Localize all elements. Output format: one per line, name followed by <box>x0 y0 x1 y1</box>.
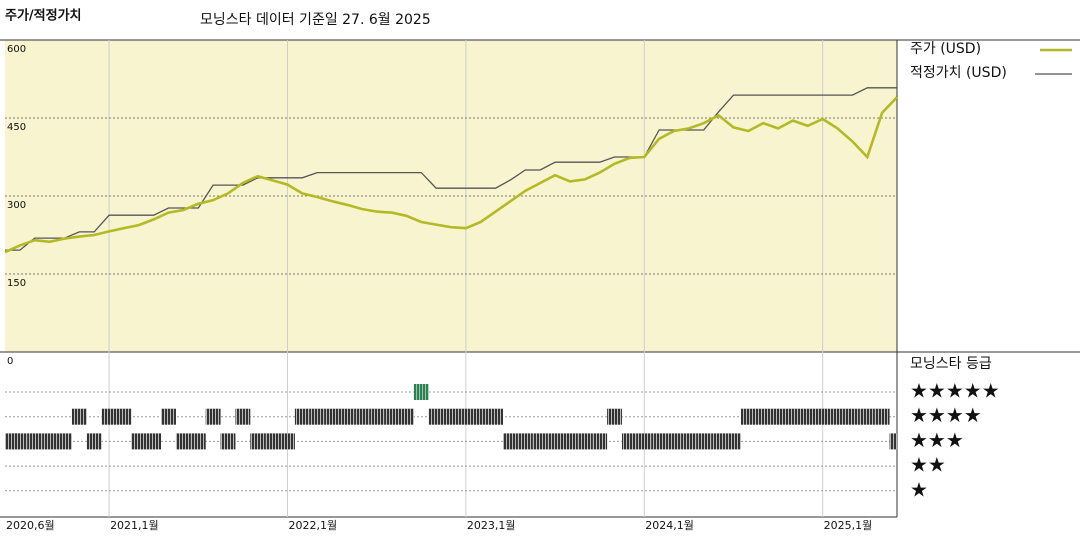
chart-title: 주가/적정가치 <box>5 8 82 24</box>
rating-bar <box>830 408 845 425</box>
rating-bar <box>681 433 697 450</box>
rating-bar <box>86 433 102 450</box>
x-tick-label: 2023,1월 <box>467 519 516 532</box>
legend-label: 적정가치 (USD) <box>910 65 1007 81</box>
rating-bar <box>101 408 117 425</box>
rating-bar <box>577 433 593 450</box>
legend-label: 주가 (USD) <box>910 41 981 57</box>
rating-bar <box>146 433 162 450</box>
chart-subtitle: 모닝스타 데이터 기준일 27. 6월 2025 <box>200 12 431 28</box>
rating-bar <box>294 408 310 425</box>
rating-label: ★ <box>910 477 928 501</box>
rating-bar <box>220 433 236 450</box>
rating-bar <box>27 433 43 450</box>
rating-bar <box>116 408 132 425</box>
rating-bar <box>131 433 147 450</box>
rating-bar <box>42 433 58 450</box>
y-tick-label: 0 <box>7 356 13 367</box>
rating-label: ★★★★ <box>910 403 982 427</box>
rating-bar <box>280 433 295 450</box>
rating-bar <box>517 433 533 450</box>
rating-bar <box>621 433 637 450</box>
rating-bar <box>503 433 518 450</box>
rating-bar <box>71 408 87 425</box>
rating-bar <box>651 433 667 450</box>
rating-bar <box>235 408 251 425</box>
rating-bar <box>874 408 890 425</box>
rating-bar <box>175 433 191 450</box>
rating-bar <box>161 408 176 425</box>
rating-bar <box>592 433 608 450</box>
rating-bar <box>205 408 221 425</box>
x-tick-label: 2021,1월 <box>110 519 159 532</box>
rating-bar <box>785 408 801 425</box>
rating-bar <box>636 433 652 450</box>
series-line <box>4 96 898 254</box>
rating-bar <box>12 433 28 450</box>
rating-bar <box>354 408 370 425</box>
rating-bar <box>844 408 860 425</box>
rating-bar <box>889 433 897 450</box>
rating-bar <box>696 433 712 450</box>
rating-bar <box>770 408 786 425</box>
rating-bar <box>740 408 756 425</box>
rating-bar <box>369 408 385 425</box>
rating-bar <box>800 408 816 425</box>
rating-bar <box>859 408 875 425</box>
rating-bar <box>324 408 340 425</box>
x-tick-label: 2020,6월 <box>6 519 55 532</box>
rating-label: ★★ <box>910 453 946 477</box>
rating-bar <box>384 408 399 425</box>
rating-bar <box>488 408 504 425</box>
y-tick-label: 150 <box>7 278 26 289</box>
rating-bar <box>250 433 266 450</box>
x-tick-label: 2024,1월 <box>645 519 694 532</box>
rating-label: ★★★ <box>910 428 964 452</box>
y-tick-label: 300 <box>7 200 26 211</box>
y-tick-label: 450 <box>7 122 26 133</box>
rating-title: 모닝스타 등급 <box>910 356 992 372</box>
x-tick-label: 2025,1월 <box>824 519 873 532</box>
rating-bar <box>57 433 72 450</box>
rating-bar <box>607 408 622 425</box>
series-line <box>5 87 897 251</box>
rating-bar <box>309 408 325 425</box>
x-tick-label: 2022,1월 <box>288 519 337 532</box>
rating-label: ★★★★★ <box>910 379 1000 403</box>
rating-bar <box>666 433 682 450</box>
rating-bar <box>562 433 578 450</box>
rating-bar <box>413 384 429 400</box>
rating-bar <box>443 408 459 425</box>
y-tick-label: 600 <box>7 44 26 55</box>
rating-bar <box>473 408 489 425</box>
rating-bar <box>815 408 831 425</box>
rating-bar <box>711 433 727 450</box>
rating-bar <box>755 408 771 425</box>
rating-bar <box>458 408 474 425</box>
rating-bar <box>726 433 741 450</box>
rating-bar <box>547 433 563 450</box>
rating-bar <box>190 433 206 450</box>
rating-bar <box>265 433 281 450</box>
rating-bar <box>398 408 414 425</box>
rating-bar <box>428 408 444 425</box>
rating-bar <box>532 433 548 450</box>
rating-bar <box>339 408 355 425</box>
